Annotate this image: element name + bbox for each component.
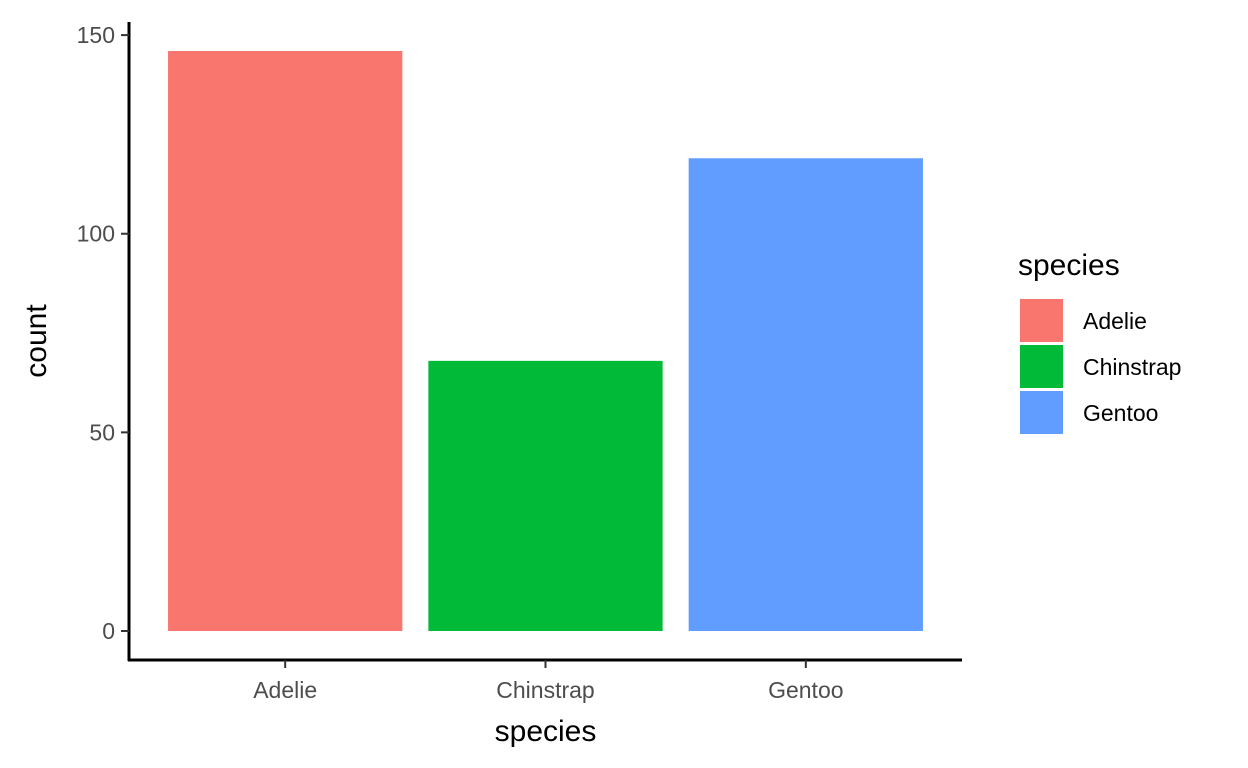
legend-items: Adelie Chinstrap Gentoo [1020,299,1181,434]
legend-item-gentoo: Gentoo [1020,391,1158,434]
y-ticks: 0 50 100 150 [77,22,129,644]
legend-swatch [1020,345,1063,388]
legend: species Adelie Chinstrap Gentoo [1018,249,1181,434]
bars-layer [168,51,923,632]
legend-swatch [1020,299,1063,342]
y-tick-label: 100 [77,221,115,247]
legend-swatch [1020,391,1063,434]
bar-adelie [168,51,403,631]
legend-label: Gentoo [1083,400,1158,426]
y-tick-label: 0 [102,618,115,644]
y-axis-title: count [20,304,53,378]
legend-item-adelie: Adelie [1020,299,1147,342]
y-tick-label: 150 [77,22,115,48]
x-tick-label: Adelie [253,677,317,703]
legend-item-chinstrap: Chinstrap [1020,345,1181,388]
x-ticks: Adelie Chinstrap Gentoo [253,660,844,703]
y-tick-label: 50 [89,419,115,445]
x-axis-title: species [495,715,597,748]
legend-title: species [1018,249,1120,282]
x-tick-label: Gentoo [768,677,843,703]
bar-chinstrap [428,360,663,631]
bar-gentoo [688,158,923,632]
legend-label: Adelie [1083,308,1147,334]
x-tick-label: Chinstrap [496,677,594,703]
legend-label: Chinstrap [1083,354,1181,380]
